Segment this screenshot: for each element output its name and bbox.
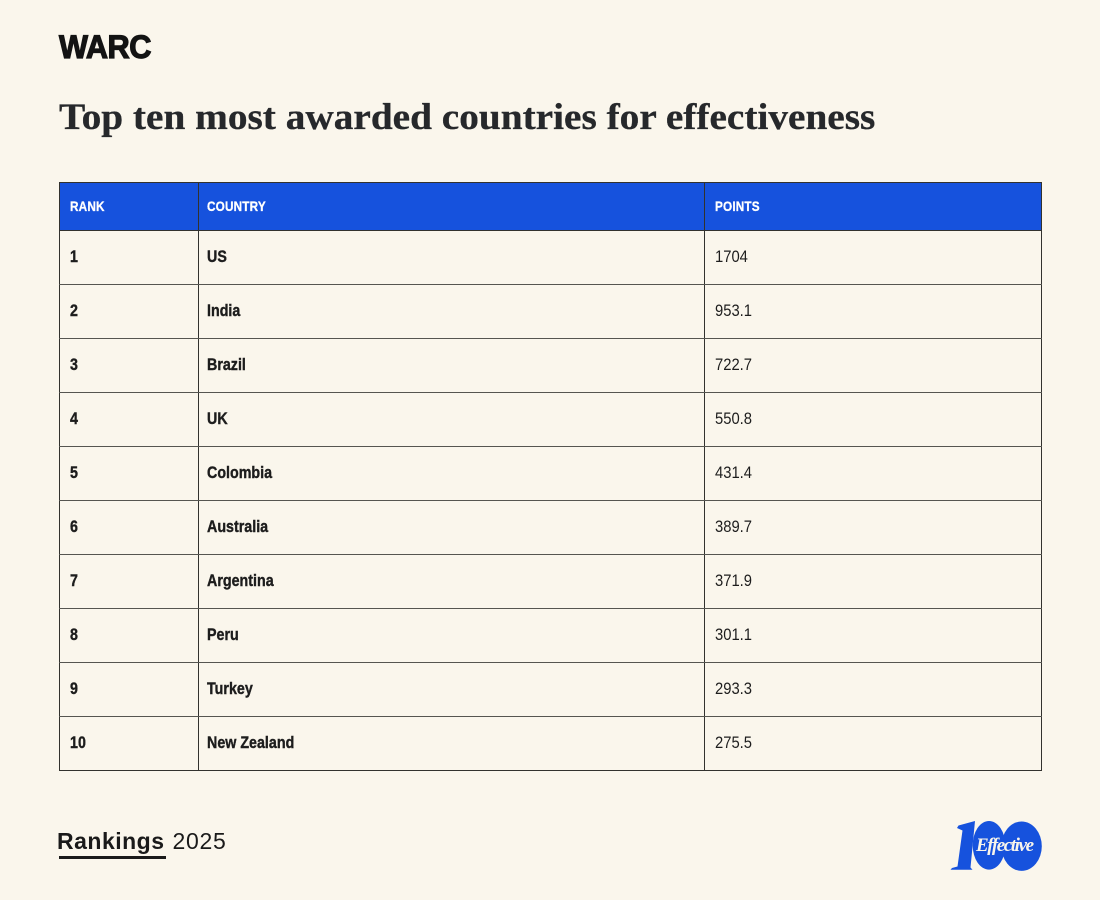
svg-text:Effective: Effective xyxy=(975,835,1035,856)
